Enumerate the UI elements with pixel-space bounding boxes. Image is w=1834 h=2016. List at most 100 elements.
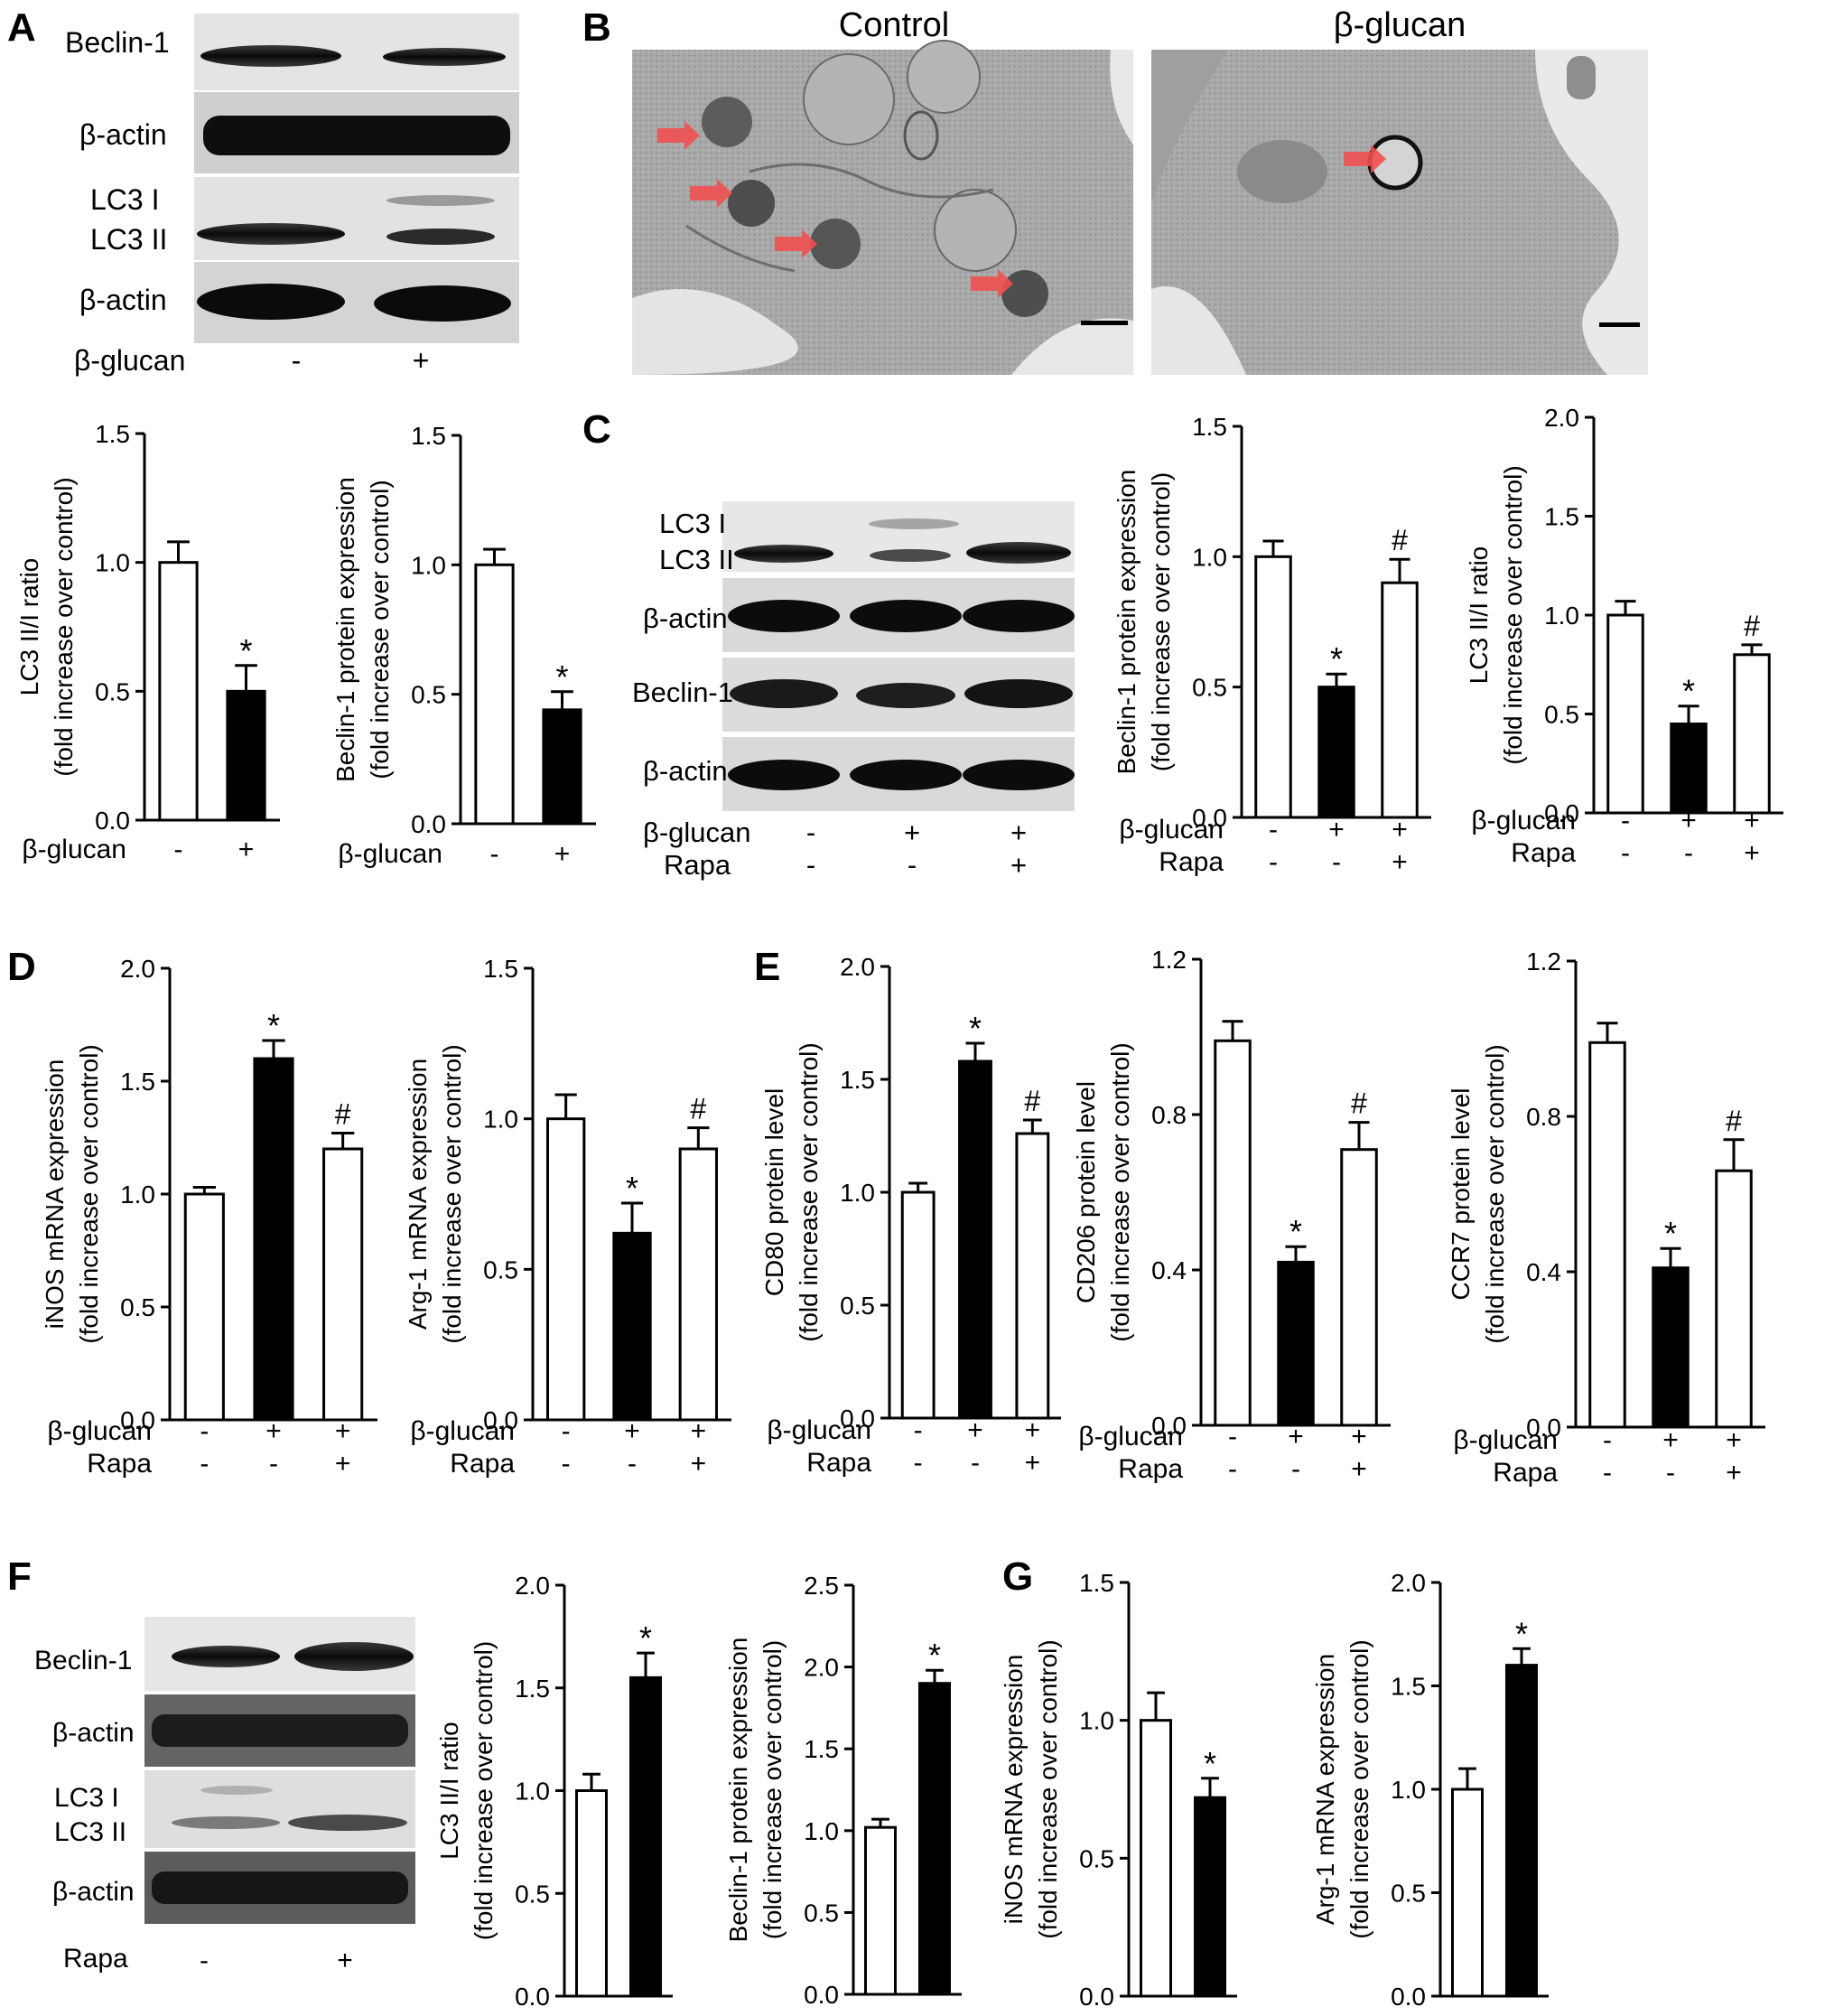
blot-f-sign: - [200, 1946, 209, 1975]
y-axis-label: (fold increase over control) [1499, 465, 1527, 764]
blot-a-sign: - [292, 344, 302, 377]
treatment-label: β-glucan [22, 835, 126, 864]
treatment-sign: + [1726, 1458, 1742, 1488]
y-tick-label: 0.0 [1079, 1983, 1114, 2011]
blot-c-row-label: Rapa [664, 849, 731, 881]
treatment-sign: - [490, 839, 499, 869]
bar [918, 1682, 951, 1996]
chart-f2: 0.0 0.5 1.0 1.5 2.0 2.5 Beclin-1 protein expre… [724, 1572, 962, 2009]
y-axis-label: (fold increase over control) [1481, 1044, 1509, 1343]
y-tick-label: 1.5 [120, 1068, 155, 1096]
panel-letter-a: A [7, 5, 36, 50]
blot-c-band [870, 549, 951, 562]
y-axis-label: CD80 protein level [760, 1088, 788, 1296]
blot-c: LC3 I LC3 II β-actin Beclin-1 β-actin β-… [632, 501, 1075, 881]
y-tick-label: 1.0 [95, 549, 130, 577]
y-axis-label: (fold increase over control) [438, 1044, 466, 1343]
significance-hash: # [1351, 1087, 1367, 1120]
y-tick-label: 0.0 [411, 810, 446, 838]
blot-a-band [374, 285, 511, 322]
y-tick-label: 0.5 [515, 1880, 550, 1908]
y-tick-label: 1.0 [1192, 543, 1227, 571]
y-tick-label: 2.0 [804, 1654, 839, 1682]
y-tick-label: 1.5 [515, 1675, 550, 1703]
blot-c-sign: - [806, 817, 815, 848]
treatment-sign: + [1328, 815, 1345, 845]
treatment-sign: - [1332, 847, 1341, 877]
significance-star: * [969, 1010, 982, 1047]
treatment-sign: - [914, 1448, 923, 1478]
treatment-label: β-glucan [1119, 815, 1224, 845]
y-tick-label: 0.5 [95, 677, 130, 705]
y-axis-label: (fold increase over control) [50, 477, 78, 776]
blot-a-band [383, 48, 506, 66]
y-tick-label: 1.5 [1391, 1673, 1426, 1701]
y-tick-label: 1.0 [804, 1817, 839, 1845]
blot-f-label-actin: β-actin [52, 1718, 135, 1748]
y-axis-label: Beclin-1 protein expression [331, 477, 359, 782]
y-tick-label: 1.5 [411, 422, 446, 450]
bar [1588, 1041, 1626, 1429]
treatment-sign: - [1684, 838, 1693, 868]
treatment-sign: + [1744, 806, 1760, 835]
y-tick-label: 0.8 [1526, 1103, 1561, 1131]
y-tick-label: 2.0 [840, 953, 875, 981]
treatment-label: Rapa [450, 1449, 515, 1479]
y-tick-label: 0.5 [1544, 701, 1579, 729]
blot-f-row-label: Rapa [63, 1944, 128, 1974]
treatment-sign: - [200, 1449, 209, 1479]
bar [1381, 581, 1419, 819]
treatment-label: β-glucan [1078, 1422, 1183, 1451]
treatment-sign: + [1662, 1425, 1679, 1455]
y-tick-label: 1.0 [1079, 1707, 1114, 1735]
em-title-bglucan: β-glucan [1334, 6, 1466, 44]
blot-a-band [386, 195, 495, 206]
treatment-sign: + [1726, 1425, 1742, 1455]
blot-f-label-lc3ii: LC3 II [54, 1817, 126, 1847]
treatment-label: Rapa [1493, 1458, 1558, 1488]
bar [1715, 1169, 1753, 1429]
chart-d1: 0.0 0.5 1.0 1.5 2.0 iNOS mRNA expression (fold… [41, 955, 377, 1479]
y-tick-label: 0.0 [1544, 799, 1579, 827]
y-tick-label: 1.5 [1544, 503, 1579, 531]
y-tick-label: 1.0 [515, 1778, 550, 1806]
blot-c-row-label: β-glucan [643, 817, 751, 848]
treatment-sign: + [1025, 1448, 1041, 1478]
y-tick-label: 0.5 [1079, 1844, 1114, 1872]
em-image-bglucan [1151, 50, 1648, 375]
y-axis-label: Beclin-1 protein expression [1113, 470, 1140, 775]
y-tick-label: 1.0 [840, 1179, 875, 1207]
chart-f1: 0.0 0.5 1.0 1.5 2.0 LC3 II/I ratio (fold incre… [435, 1572, 673, 2011]
blot-c-label-lc3ii: LC3 II [659, 544, 734, 575]
blot-a-label-lc3i: LC3 I [90, 183, 159, 216]
y-tick-label: 0.8 [1151, 1101, 1187, 1129]
y-tick-label: 2.5 [804, 1572, 839, 1600]
treatment-sign: - [1269, 847, 1278, 877]
blot-f-band [200, 1786, 273, 1795]
bar [183, 1192, 225, 1422]
blot-c-label-lc3i: LC3 I [659, 508, 726, 539]
treatment-label: Rapa [1159, 847, 1224, 877]
treatment-label: β-glucan [410, 1416, 515, 1446]
y-tick-label: 1.5 [1192, 413, 1227, 441]
treatment-sign: - [1666, 1458, 1675, 1488]
y-tick-label: 0.0 [95, 807, 130, 835]
y-axis-label: (fold increase over control) [1147, 472, 1175, 771]
treatment-label: β-glucan [1453, 1425, 1558, 1455]
y-axis-label: CD206 protein level [1072, 1081, 1100, 1303]
y-tick-label: 2.0 [515, 1572, 550, 1600]
chart-c2: 0.0 0.5 1.0 1.5 2.0 LC3 II/I ratio (fold incre… [1465, 404, 1783, 868]
blot-c-sign: + [904, 817, 920, 848]
treatment-label: β-glucan [47, 1416, 152, 1446]
blot-c-band [963, 760, 1075, 790]
treatment-sign: + [238, 835, 255, 864]
treatment-sign: + [1392, 847, 1408, 877]
treatment-label: Rapa [1118, 1454, 1183, 1484]
significance-star: * [1664, 1215, 1677, 1252]
treatment-sign: - [1291, 1454, 1300, 1484]
em-image-control [632, 40, 1133, 375]
blot-f: Beclin-1 β-actin LC3 I LC3 II β-actin Ra… [34, 1617, 415, 1975]
